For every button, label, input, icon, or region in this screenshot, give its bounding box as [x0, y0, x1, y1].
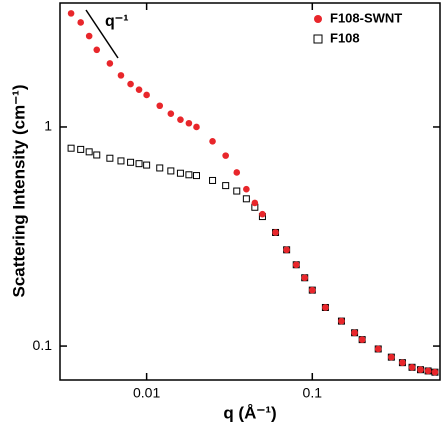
point	[77, 19, 84, 26]
point	[351, 329, 358, 337]
x-tick-label: 0.1	[303, 385, 323, 401]
point	[322, 304, 329, 311]
point	[156, 164, 164, 172]
legend-label: F108-SWNT	[330, 10, 402, 25]
point	[143, 91, 150, 99]
point	[424, 367, 432, 375]
point	[192, 172, 200, 180]
legend-marker	[313, 34, 323, 44]
point	[431, 368, 439, 376]
point	[242, 195, 250, 203]
point	[308, 286, 316, 294]
point	[222, 182, 230, 190]
point	[67, 10, 75, 17]
point	[127, 80, 134, 88]
point	[85, 32, 93, 40]
point	[117, 72, 125, 79]
point	[135, 86, 143, 93]
y-tick-label: 0.1	[33, 337, 53, 353]
point	[292, 261, 300, 269]
point	[259, 210, 266, 218]
point	[167, 110, 175, 117]
point	[388, 353, 395, 361]
point	[209, 138, 216, 145]
point	[93, 151, 101, 159]
point	[251, 199, 259, 207]
point	[193, 123, 200, 131]
point	[176, 169, 184, 177]
point	[117, 157, 125, 165]
point	[209, 176, 217, 184]
y-axis-label: Scattering Intensity (cm⁻¹)	[9, 84, 28, 297]
point	[233, 169, 241, 176]
y-tick-label: 1	[44, 118, 52, 134]
annotation: q⁻¹	[105, 13, 129, 30]
point	[272, 229, 279, 236]
legend-label: F108	[330, 30, 360, 45]
point	[233, 187, 241, 195]
point	[408, 363, 416, 371]
point	[85, 148, 93, 156]
point	[417, 366, 424, 374]
point	[77, 145, 85, 153]
legend-marker	[314, 15, 322, 23]
point	[374, 345, 382, 353]
point	[127, 158, 135, 166]
point	[399, 359, 406, 366]
point	[143, 161, 151, 169]
slope-line	[85, 9, 119, 59]
point	[135, 160, 143, 168]
point	[222, 152, 229, 159]
plot-frame	[59, 2, 441, 381]
point	[243, 185, 250, 193]
point	[185, 119, 193, 127]
point	[177, 116, 184, 123]
point	[301, 274, 309, 282]
x-tick-label: 0.01	[133, 385, 160, 401]
point	[93, 46, 101, 54]
x-axis-label: q (Å⁻¹)	[223, 403, 276, 422]
point	[338, 317, 345, 325]
point	[358, 336, 366, 343]
point	[67, 144, 75, 152]
point	[106, 60, 114, 67]
point	[283, 246, 290, 254]
point	[167, 167, 175, 175]
point	[106, 154, 114, 162]
point	[185, 171, 193, 179]
point	[156, 102, 164, 110]
